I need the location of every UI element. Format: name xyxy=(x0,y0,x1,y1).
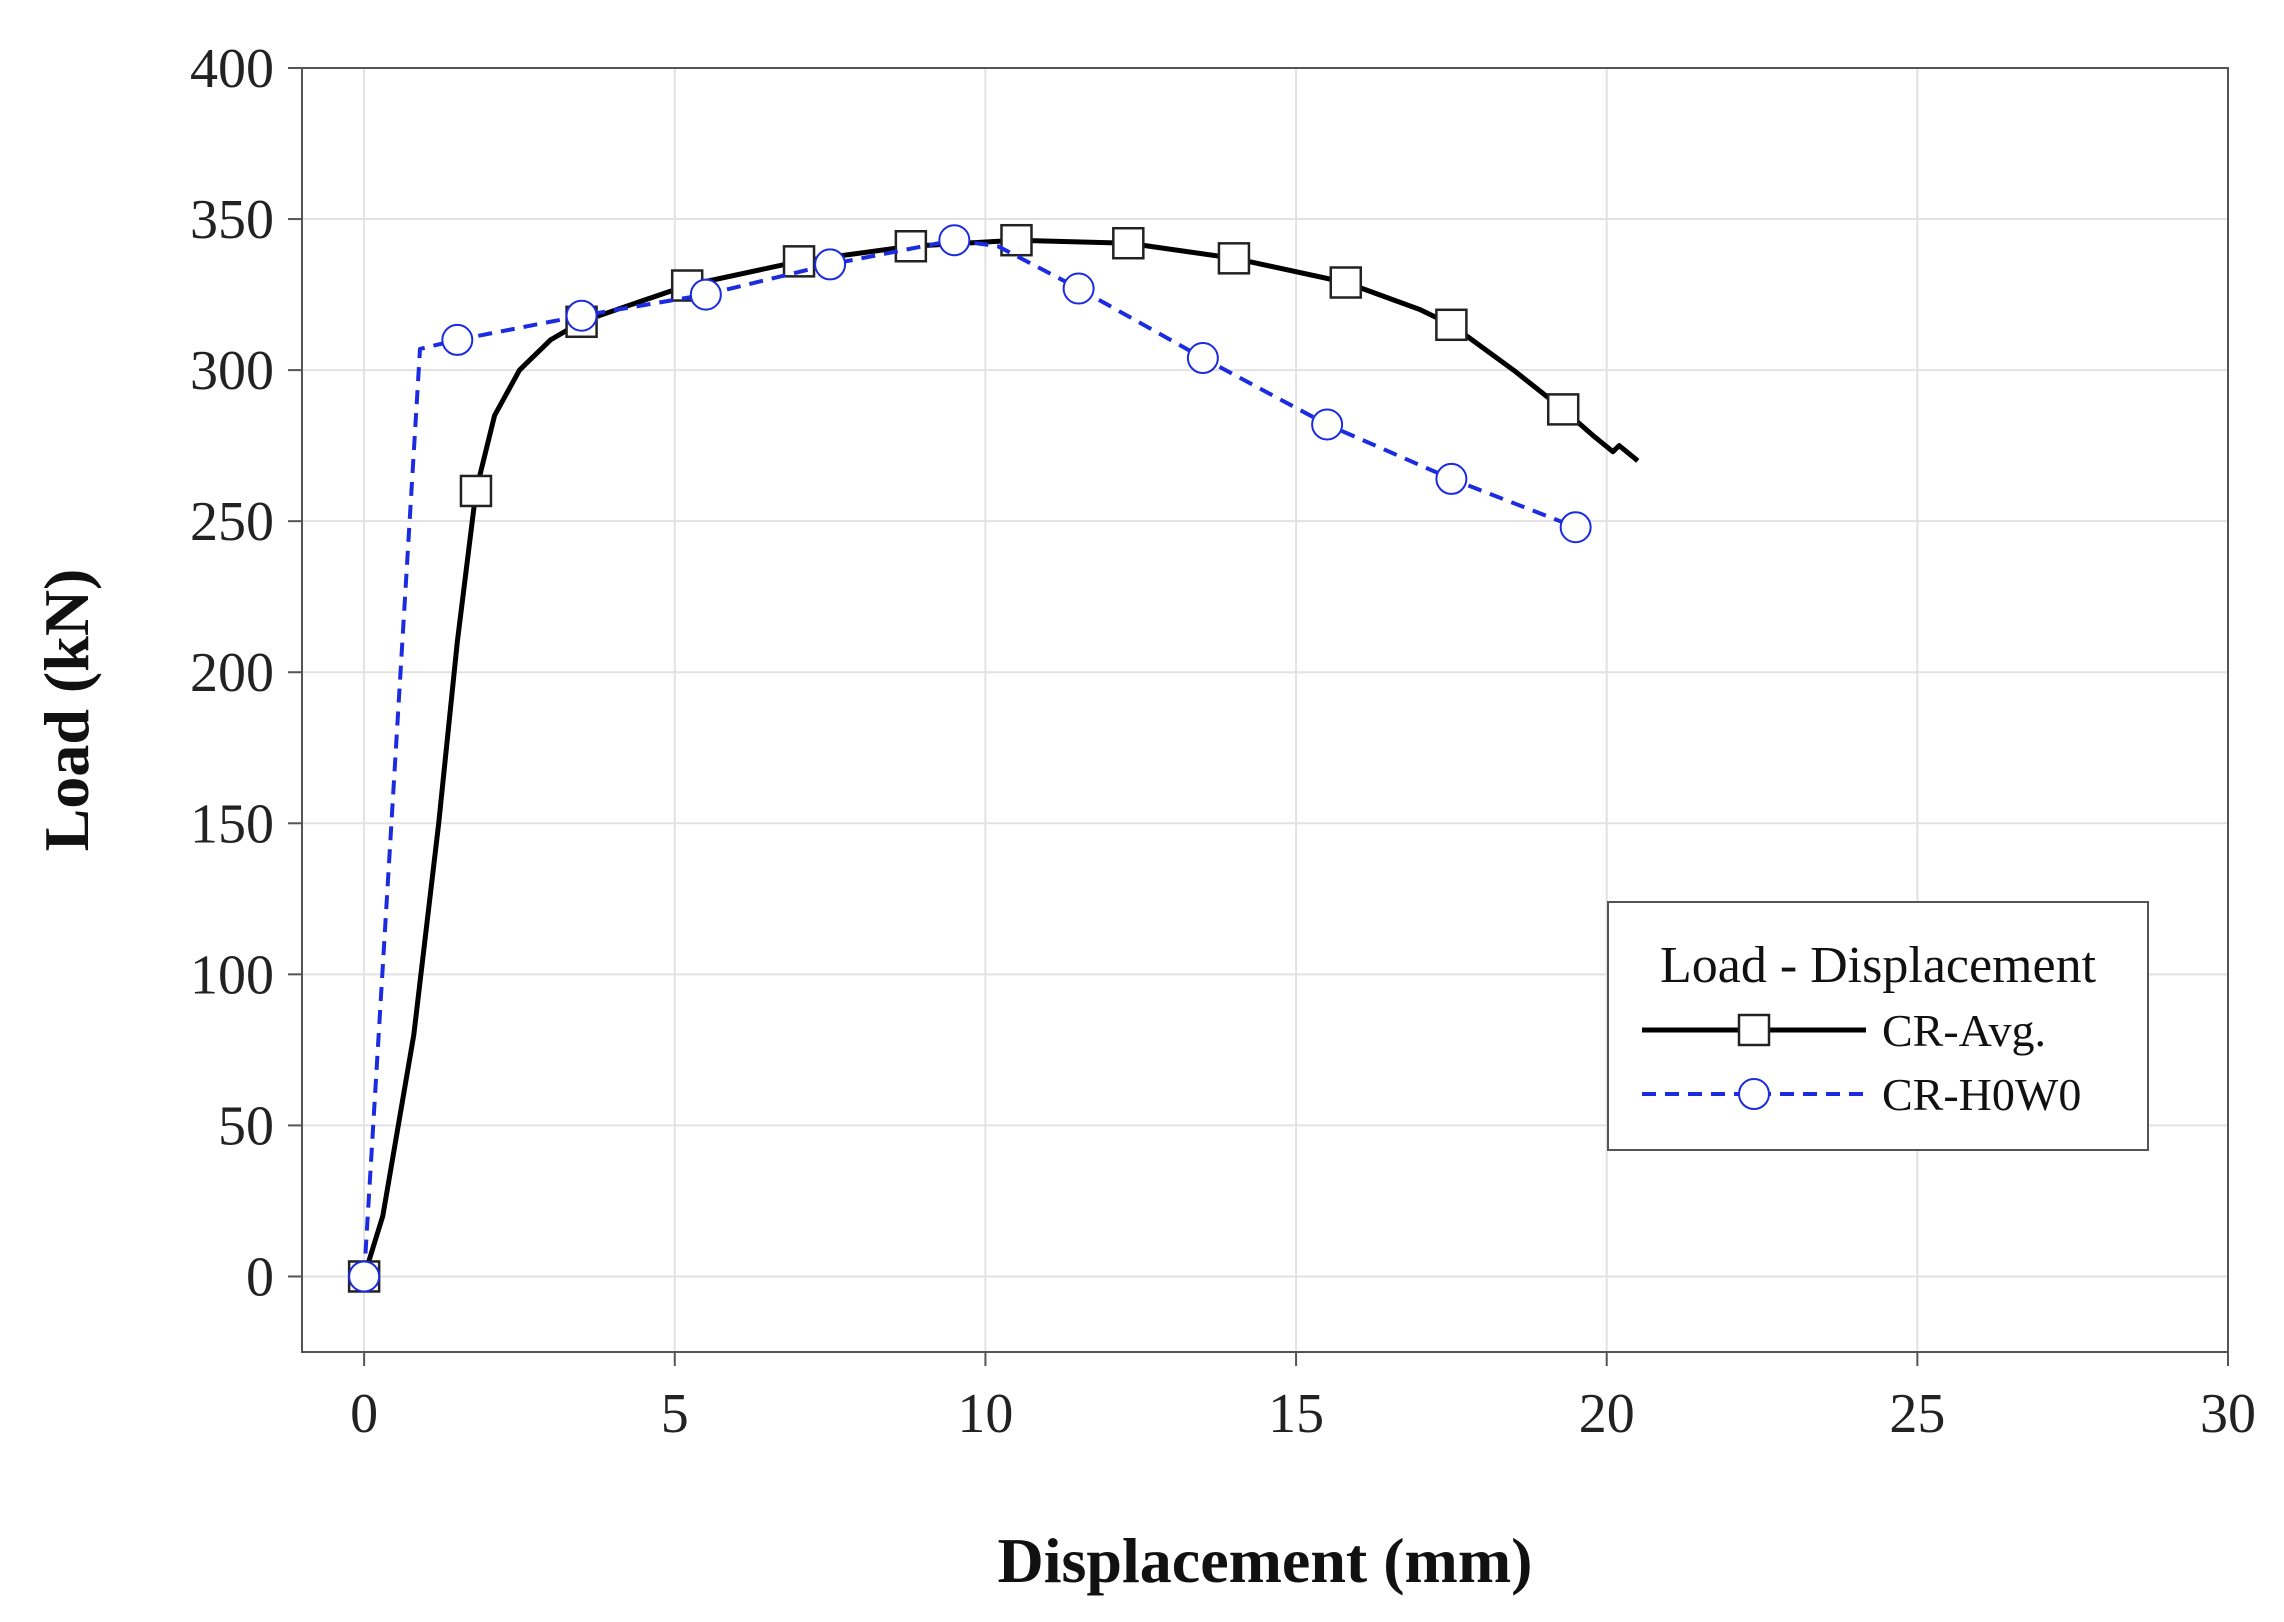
data-point-cr-avg xyxy=(1546,393,1580,426)
x-tick-label: 0 xyxy=(350,1383,378,1445)
y-tick-label: 100 xyxy=(190,944,274,1006)
data-point-cr-h0w0 xyxy=(689,278,722,311)
data-point-cr-h0w0 xyxy=(1062,272,1095,305)
series-line-cr-avg xyxy=(361,237,1640,1278)
x-tick-label: 5 xyxy=(661,1383,689,1445)
legend-marker-cr-avg xyxy=(1737,1013,1771,1047)
data-point-cr-h0w0 xyxy=(565,299,598,332)
data-point-cr-h0w0 xyxy=(1311,408,1344,441)
data-point-cr-avg xyxy=(459,474,493,508)
y-axis-title: Load (kN) xyxy=(31,569,102,852)
plot-area-frame xyxy=(301,67,2229,1353)
data-point-cr-avg xyxy=(1217,242,1251,275)
series-group xyxy=(347,223,1640,1293)
data-point-cr-avg xyxy=(1435,308,1468,342)
x-tick-label: 15 xyxy=(1268,1383,1324,1445)
data-point-cr-h0w0 xyxy=(1186,342,1219,375)
y-tick-label: 50 xyxy=(218,1095,274,1157)
y-tick-label: 200 xyxy=(190,642,274,704)
data-point-cr-h0w0 xyxy=(814,248,847,281)
data-point-cr-h0w0 xyxy=(938,224,971,257)
series-cr-avg xyxy=(347,223,1640,1293)
y-tick-label: 250 xyxy=(190,491,274,553)
x-tick-label: 10 xyxy=(957,1383,1013,1445)
data-point-cr-h0w0 xyxy=(1559,511,1592,544)
gridlines xyxy=(302,67,2229,1352)
x-tick-label: 25 xyxy=(1889,1383,1945,1445)
data-point-cr-avg xyxy=(1329,266,1363,299)
legend-label-cr-avg: CR-Avg. xyxy=(1882,1005,2046,1056)
y-tick-label: 150 xyxy=(190,793,274,855)
data-point-cr-h0w0 xyxy=(1435,462,1468,495)
legend-label-cr-h0w0: CR-H0W0 xyxy=(1882,1069,2081,1120)
y-tick-label: 0 xyxy=(246,1246,274,1308)
data-point-cr-h0w0 xyxy=(348,1260,381,1293)
x-axis-title: Displacement (mm) xyxy=(998,1525,1533,1596)
legend-box xyxy=(1607,901,2149,1151)
data-point-cr-avg xyxy=(1112,226,1145,260)
series-cr-h0w0 xyxy=(348,224,1592,1293)
data-point-cr-h0w0 xyxy=(441,323,474,356)
legend: Load - Displacement CR-Avg. CR-H0W0 xyxy=(1607,901,2149,1151)
y-tick-label: 350 xyxy=(190,189,274,251)
x-tick-label: 30 xyxy=(2200,1383,2256,1445)
series-line-cr-h0w0 xyxy=(362,238,1577,1277)
data-point-cr-avg xyxy=(894,229,928,263)
y-tick-label: 400 xyxy=(190,38,274,100)
legend-marker-cr-h0w0 xyxy=(1738,1078,1770,1110)
y-tick-label: 300 xyxy=(190,340,274,402)
x-tick-label: 20 xyxy=(1579,1383,1635,1445)
legend-title: Load - Displacement xyxy=(1660,937,2097,994)
